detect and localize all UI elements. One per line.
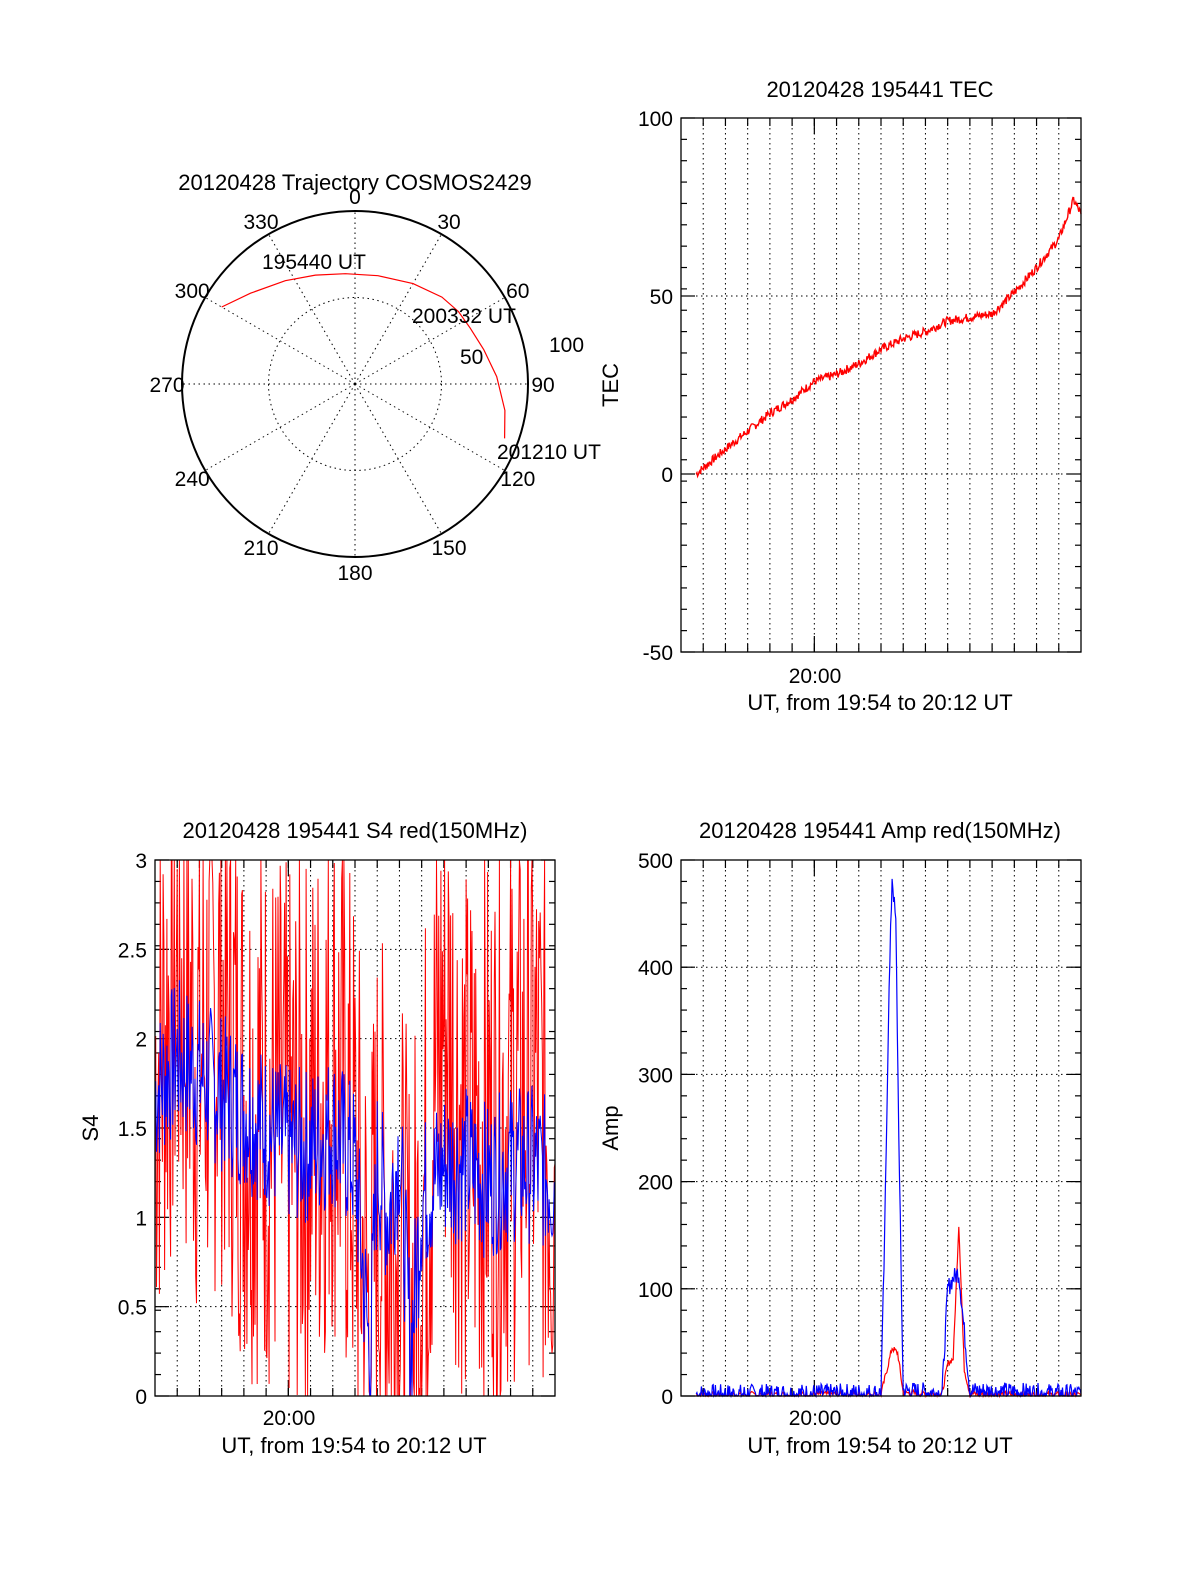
tec-series-line-0: [695, 196, 1082, 479]
trajectory-line: [221, 273, 506, 439]
amp-y-tick-labels: 0 100 200 300 400 500: [638, 850, 673, 1409]
s4-x-tick-2000: 20:00: [263, 1407, 316, 1430]
polar-spoke-60: [354, 297, 506, 385]
polar-spoke-120: [354, 383, 506, 471]
amp-x-tick-2000: 20:00: [789, 1407, 842, 1430]
amp-plot-frame: [680, 859, 1082, 1397]
polar-azimuth-label-210: 210: [243, 537, 278, 560]
polar-azimuth-label-30: 30: [437, 211, 460, 234]
s4-y-tick-label: 0.5: [118, 1297, 147, 1320]
polar-azimuth-label-300: 300: [175, 280, 210, 303]
tec-y-tick-label: -50: [643, 642, 673, 665]
s4-y-tick-labels: 0 0.5 1 1.5 2 2.5 3: [118, 850, 147, 1409]
amp-y-tick-label: 200: [638, 1172, 673, 1195]
polar-grid: [182, 211, 528, 557]
s4-plot-frame: [154, 859, 556, 1397]
tec-x-tick-2000: 20:00: [789, 665, 842, 688]
amp-y-axis-label: Amp: [598, 1105, 623, 1150]
amp-panel: 20120428 195441 Amp red(150MHz) 0 100 200 3…: [598, 818, 1082, 1458]
polar-title: 20120428 Trajectory COSMOS2429: [178, 170, 531, 195]
amp-title: 20120428 195441 Amp red(150MHz): [699, 818, 1061, 843]
s4-x-axis-label: UT, from 19:54 to 20:12 UT: [221, 1433, 486, 1458]
s4-series-blue: [154, 980, 556, 1397]
tec-title: 20120428 195441 TEC: [766, 77, 993, 102]
polar-spoke-30: [354, 233, 442, 385]
polar-spoke-150: [354, 383, 442, 535]
polar-spoke-240: [204, 383, 356, 471]
trajectory-annotation-start: 195440 UT: [262, 251, 366, 274]
polar-azimuth-label-330: 330: [243, 211, 278, 234]
tec-grid: [681, 117, 1081, 653]
polar-spoke-330: [268, 233, 356, 385]
s4-y-tick-label: 2.5: [118, 939, 147, 962]
tec-y-tick-label: 100: [638, 108, 673, 131]
s4-y-axis-label: S4: [78, 1115, 103, 1142]
s4-y-tick-label: 1: [135, 1207, 147, 1230]
polar-azimuth-labels: 0 30 60 90 120 150 180 210 240 270 300 330: [149, 186, 554, 585]
polar-azimuth-label-180: 180: [337, 562, 372, 585]
amp-y-tick-label: 500: [638, 850, 673, 873]
s4-series-red: [154, 859, 556, 1397]
polar-azimuth-label-60: 60: [506, 280, 529, 303]
tec-y-tick-labels: -50 0 50 100: [638, 108, 673, 665]
s4-y-tick-label: 2: [135, 1029, 147, 1052]
amp-series-group: [695, 878, 1082, 1399]
tec-series-group: [695, 196, 1082, 479]
tec-x-axis-label: UT, from 19:54 to 20:12 UT: [747, 690, 1012, 715]
tec-plot-frame: [680, 117, 1082, 653]
polar-azimuth-label-270: 270: [149, 374, 184, 397]
s4-y-tick-label: 0: [135, 1386, 147, 1409]
amp-x-axis-label: UT, from 19:54 to 20:12 UT: [747, 1433, 1012, 1458]
tec-y-axis-label: TEC: [598, 363, 623, 407]
amp-y-tick-label: 300: [638, 1064, 673, 1087]
tec-y-tick-label: 0: [661, 464, 673, 487]
amp-y-tick-label: 100: [638, 1279, 673, 1302]
trajectory-annotation-mid: 200332 UT: [412, 305, 516, 328]
polar-azimuth-label-0: 0: [349, 186, 361, 209]
s4-series-group: [154, 859, 556, 1397]
tec-y-tick-label: 50: [650, 286, 673, 309]
amp-grid: [681, 859, 1081, 1397]
tec-panel: 20120428 195441 TEC -50 0 50 100 20:00 UT, …: [598, 77, 1082, 715]
polar-azimuth-label-240: 240: [175, 468, 210, 491]
polar-radius-label-50: 50: [460, 346, 483, 369]
amp-series-line-0: [695, 1226, 1082, 1399]
s4-y-tick-label: 3: [135, 850, 147, 873]
polar-trajectory-panel: 20120428 Trajectory COSMOS2429 0 30 60 90 12…: [149, 170, 601, 585]
polar-spoke-300: [204, 297, 356, 385]
s4-y-tick-label: 1.5: [118, 1118, 147, 1141]
polar-azimuth-label-120: 120: [500, 468, 535, 491]
polar-azimuth-label-90: 90: [531, 374, 554, 397]
polar-radius-label-100: 100: [549, 334, 584, 357]
polar-spoke-210: [268, 383, 356, 535]
s4-title: 20120428 195441 S4 red(150MHz): [183, 818, 528, 843]
trajectory-annotation-end: 201210 UT: [497, 441, 601, 464]
s4-panel: 20120428 195441 S4 red(150MHz) 0 0.5 1 1.5 2…: [78, 818, 556, 1458]
polar-azimuth-label-150: 150: [431, 537, 466, 560]
amp-y-tick-label: 400: [638, 957, 673, 980]
polar-outer-circle: [181, 210, 529, 558]
amp-series-line-1: [695, 878, 1082, 1399]
amp-y-tick-label: 0: [661, 1386, 673, 1409]
